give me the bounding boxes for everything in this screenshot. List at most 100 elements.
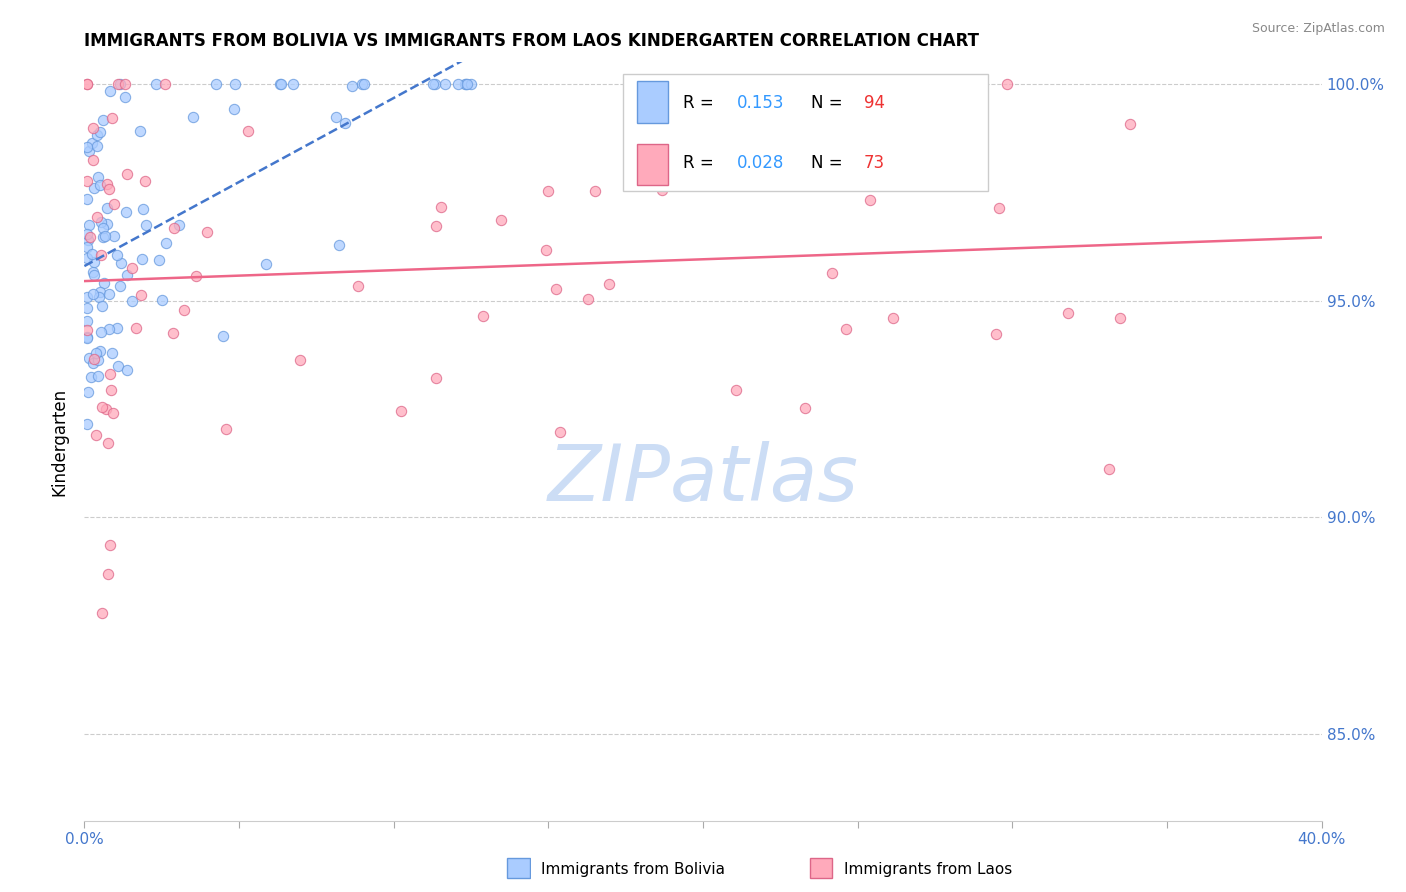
Point xyxy=(882,310,904,325)
Point xyxy=(353,77,375,91)
Point xyxy=(82,153,104,167)
Point xyxy=(652,133,675,147)
Point xyxy=(848,77,870,91)
Point xyxy=(288,353,311,368)
Point xyxy=(150,293,173,308)
Point xyxy=(859,193,882,207)
Point xyxy=(460,77,482,91)
Point xyxy=(79,229,101,244)
Point xyxy=(91,221,114,235)
Point xyxy=(87,169,110,184)
Text: 0.153: 0.153 xyxy=(737,94,785,112)
Point xyxy=(325,110,347,124)
Text: ZIPatlas: ZIPatlas xyxy=(547,442,859,517)
FancyBboxPatch shape xyxy=(623,74,987,191)
Point xyxy=(98,537,121,551)
Point xyxy=(110,77,132,91)
Point xyxy=(101,345,124,359)
Point xyxy=(347,278,370,293)
Point xyxy=(195,226,218,240)
Point xyxy=(76,240,98,254)
Point xyxy=(82,120,104,135)
Point xyxy=(121,293,143,308)
Point xyxy=(335,116,357,130)
Point xyxy=(110,256,132,270)
Point xyxy=(76,174,98,188)
Point xyxy=(114,90,136,104)
Point xyxy=(83,268,105,282)
Point xyxy=(83,351,105,366)
Text: R =: R = xyxy=(683,94,720,112)
Point xyxy=(76,77,98,91)
Text: Source: ZipAtlas.com: Source: ZipAtlas.com xyxy=(1251,22,1385,36)
Y-axis label: Kindergarten: Kindergarten xyxy=(51,387,69,496)
Point xyxy=(131,202,153,216)
Point xyxy=(76,314,98,328)
FancyBboxPatch shape xyxy=(637,144,668,186)
Point xyxy=(83,181,105,195)
Point xyxy=(1108,311,1130,326)
Point xyxy=(447,77,470,91)
Point xyxy=(76,192,98,206)
Point xyxy=(96,177,118,191)
Point xyxy=(425,219,447,233)
Point xyxy=(534,243,557,257)
Point xyxy=(236,124,259,138)
Point xyxy=(105,321,128,335)
Point xyxy=(576,293,599,307)
FancyBboxPatch shape xyxy=(637,81,668,123)
Point xyxy=(77,385,100,400)
Point xyxy=(89,290,111,304)
Point xyxy=(86,128,108,143)
Text: 0.028: 0.028 xyxy=(737,153,783,171)
Point xyxy=(769,145,792,160)
Point xyxy=(145,77,167,91)
Point xyxy=(82,247,104,261)
Point xyxy=(471,310,494,324)
Point xyxy=(86,210,108,224)
Point xyxy=(352,77,374,91)
Point xyxy=(224,77,246,91)
Point xyxy=(820,266,842,280)
Point xyxy=(76,330,98,344)
Point xyxy=(793,401,815,416)
Point xyxy=(129,288,152,302)
Point xyxy=(82,265,104,279)
Bar xyxy=(810,858,832,878)
Point xyxy=(115,168,138,182)
Point xyxy=(93,276,115,290)
Point xyxy=(269,77,291,91)
Point xyxy=(98,286,121,301)
Point xyxy=(76,227,98,241)
Point xyxy=(454,77,477,91)
Point xyxy=(89,343,111,358)
Point xyxy=(108,279,131,293)
Point xyxy=(91,112,114,127)
Point xyxy=(995,77,1018,91)
Point xyxy=(162,221,184,235)
Point xyxy=(425,371,447,385)
Point xyxy=(84,346,107,360)
Point xyxy=(212,329,235,343)
Point xyxy=(89,285,111,299)
Point xyxy=(167,219,190,233)
Point xyxy=(454,77,477,91)
Point xyxy=(222,102,245,116)
Point xyxy=(537,185,560,199)
Point xyxy=(548,425,571,439)
Point xyxy=(834,322,856,336)
Point xyxy=(76,323,98,337)
Point xyxy=(583,185,606,199)
Text: IMMIGRANTS FROM BOLIVIA VS IMMIGRANTS FROM LAOS KINDERGARTEN CORRELATION CHART: IMMIGRANTS FROM BOLIVIA VS IMMIGRANTS FR… xyxy=(84,32,980,50)
Point xyxy=(90,400,112,414)
Text: N =: N = xyxy=(811,94,848,112)
Text: N =: N = xyxy=(811,153,848,171)
Point xyxy=(76,290,98,304)
Point xyxy=(148,252,170,267)
Point xyxy=(77,233,100,247)
Point xyxy=(101,111,124,125)
Point xyxy=(90,325,112,339)
Point xyxy=(90,299,112,313)
Point xyxy=(181,110,204,124)
Point xyxy=(135,219,157,233)
